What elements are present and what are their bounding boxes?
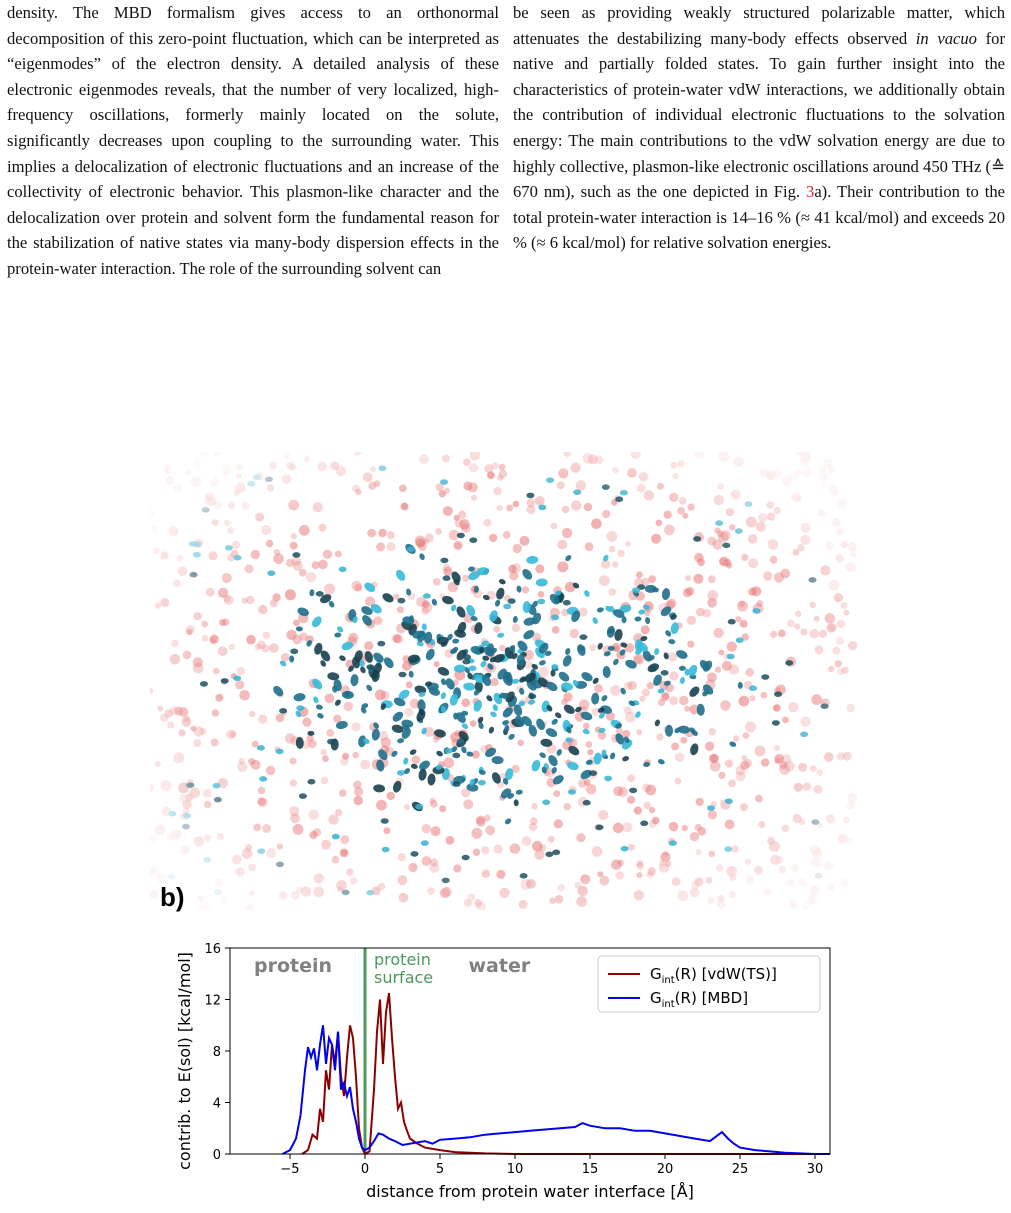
body-text: a). Their contribution to the total prot… bbox=[513, 182, 1005, 253]
y-tick-label: 0 bbox=[213, 1148, 221, 1163]
y-tick-label: 4 bbox=[213, 1097, 221, 1112]
x-tick-label: 10 bbox=[507, 1162, 524, 1177]
body-paragraph: be seen as providing weakly structured p… bbox=[513, 0, 1005, 256]
x-tick-label: 30 bbox=[807, 1162, 824, 1177]
solvation-energy-chart: −5 0 5 10 15 20 25 30 0 4 8 12 16 distance from prote… bbox=[170, 938, 870, 1208]
panel-b-label: b) bbox=[160, 882, 185, 912]
legend-entry: Gint(R) [MBD] bbox=[650, 989, 748, 1010]
legend-entry: Gint(R) [vdW(TS)] bbox=[650, 965, 777, 986]
region-label-water: water bbox=[469, 955, 531, 977]
region-label-surface: surface bbox=[374, 968, 433, 987]
body-text: for native and partially folded states. … bbox=[513, 28, 1005, 202]
x-axis-label: distance from protein water interface [Å… bbox=[366, 1182, 694, 1201]
y-tick-label: 16 bbox=[204, 942, 221, 957]
region-label-surface: protein bbox=[374, 950, 431, 969]
y-axis-label: contrib. to E(sol) [kcal/mol] bbox=[175, 952, 194, 1170]
eigenmode-visualization bbox=[146, 447, 859, 913]
body-text: be seen as providing weakly structured p… bbox=[513, 3, 1005, 48]
y-tick-label: 12 bbox=[204, 994, 221, 1009]
x-tick-label: 5 bbox=[436, 1162, 444, 1177]
region-label-protein: protein bbox=[254, 955, 332, 977]
series-line-vdw-ts bbox=[301, 992, 830, 1156]
x-tick-label: 20 bbox=[657, 1162, 674, 1177]
series-line-mbd bbox=[282, 1025, 830, 1155]
y-tick-label: 8 bbox=[213, 1045, 221, 1060]
body-paragraph: density. The MBD formalism gives access … bbox=[7, 3, 499, 278]
x-tick-label: 15 bbox=[582, 1162, 599, 1177]
figure-reference-link[interactable]: 3 bbox=[806, 182, 815, 202]
x-tick-label: −5 bbox=[280, 1162, 299, 1177]
x-tick-label: 0 bbox=[361, 1162, 369, 1177]
molecular-render-image bbox=[146, 447, 859, 913]
x-tick-label: 25 bbox=[732, 1162, 749, 1177]
legend-box bbox=[597, 955, 821, 1013]
chart-svg: −5 0 5 10 15 20 25 30 0 4 8 12 16 distance from prote… bbox=[175, 942, 831, 1201]
left-text-column: density. The MBD formalism gives access … bbox=[7, 0, 499, 282]
right-text-column: be seen as providing weakly structured p… bbox=[513, 0, 1005, 256]
italic-text: in vacuo bbox=[915, 28, 977, 48]
